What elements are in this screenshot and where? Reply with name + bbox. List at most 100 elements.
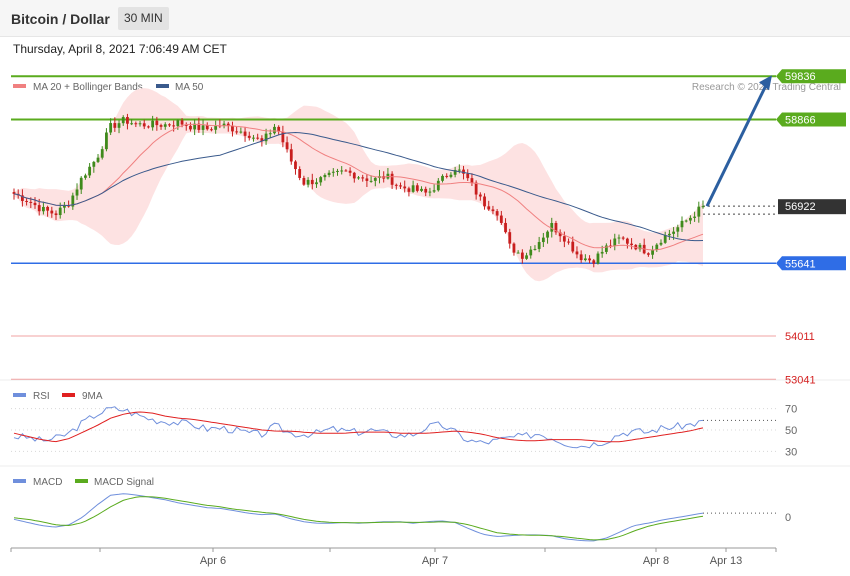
chart-datetime: Thursday, April 8, 2021 7:06:49 AM CET [13,42,227,56]
candle-body [428,191,432,193]
candle-body [516,252,520,254]
candle-body [420,188,423,191]
candle-body [63,205,66,208]
support-low-label: 53041 [785,374,816,386]
candle-body [50,210,54,214]
candle-body [617,237,621,239]
candle-body [197,123,201,130]
candle-body [172,125,176,127]
candle-body [357,177,360,179]
candle-body [88,166,92,176]
candle-body [92,161,96,167]
candle-body [571,241,575,252]
candle-body [604,245,608,252]
candle-body [260,138,264,142]
candle-body [268,133,272,135]
candle-body [361,177,365,179]
candle-body [331,171,335,173]
candle-body [109,123,113,133]
candle-body [399,185,402,187]
candle-body [189,125,192,130]
candle-body [159,125,163,127]
rsi-ma-line [13,411,704,443]
candle-body [130,123,134,125]
candle-body [184,124,188,126]
candle-body [424,188,428,193]
candle-body [575,251,579,255]
legend-swatch-ma50 [156,84,169,88]
candle-body [222,123,226,126]
timeframe-button[interactable]: 30 MIN [118,7,169,30]
legend-rsi-ma: 9MA [82,391,103,402]
candle-body [277,126,281,132]
candle-body [235,131,239,133]
candle-body [693,216,696,218]
candle-body [281,131,285,143]
candle-body [525,255,528,259]
candle-body [25,200,29,202]
candle-body [100,149,104,158]
candle-body [105,132,108,150]
candle-body [537,242,541,249]
candle-body [298,169,302,178]
candle-body [558,232,562,237]
candle-body [205,125,209,130]
candle-body [247,135,251,138]
candle-body [373,177,377,181]
candle-body [42,206,45,212]
candle-body [96,157,100,162]
candle-body [394,184,398,186]
candle-body [147,126,150,128]
candle-body [512,243,516,253]
candle-body [676,227,680,232]
candle-body [499,215,503,223]
candle-body [33,202,37,206]
candle-body [117,123,121,128]
resistance-level-box [776,112,846,127]
candle-body [319,177,323,183]
candle-body [243,131,247,136]
rsi-tick-label: 30 [785,446,797,458]
candle-body [583,258,587,261]
candle-body [302,177,306,185]
bollinger-band [14,88,703,282]
candle-body [651,249,654,255]
candle-body [403,186,407,189]
resistance-level-box [776,69,846,84]
candle-body [646,253,650,255]
candle-body [155,120,159,126]
candle-body [491,209,495,212]
candle-body [210,129,213,131]
candle-body [567,241,570,243]
candle-body [273,126,276,134]
candle-body [436,180,440,191]
candle-body [621,237,625,239]
candle-body [655,244,659,250]
legend-swatch-macd-signal [75,479,88,483]
chart-title: Bitcoin / Dollar [11,11,110,27]
candle-body [701,206,705,208]
x-tick-label: Apr 8 [643,555,669,567]
candle-body [306,179,310,185]
candle-body [478,194,482,197]
legend-ma50: MA 50 [175,82,204,93]
candle-body [180,120,184,125]
candle-body [256,137,260,139]
candle-body [176,120,180,127]
candle-body [466,173,470,179]
candle-body [520,252,524,259]
support-level-label: 55641 [785,258,816,270]
candle-body [504,222,507,233]
candle-body [239,131,243,133]
candle-body [550,222,554,232]
rsi-tick-label: 50 [785,425,797,437]
candle-body [445,175,449,177]
candle-body [84,175,87,178]
candle-body [29,201,33,203]
candle-body [487,206,491,210]
candle-body [684,220,688,222]
candle-body [289,149,293,162]
candle-body [264,133,268,142]
macd-line [13,493,704,542]
